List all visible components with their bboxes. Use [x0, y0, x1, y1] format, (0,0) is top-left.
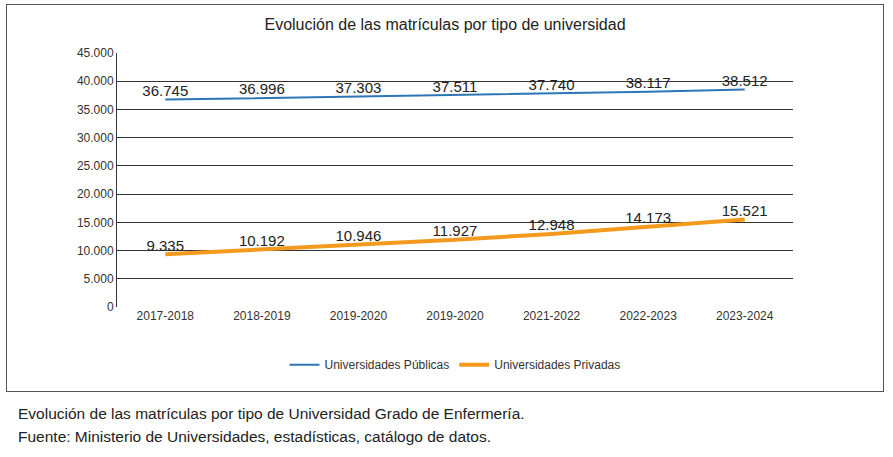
svg-text:15.000: 15.000 [77, 216, 114, 230]
svg-text:37.740: 37.740 [529, 76, 575, 93]
svg-text:9.335: 9.335 [147, 237, 185, 254]
svg-text:5.000: 5.000 [84, 272, 114, 286]
svg-text:38.512: 38.512 [722, 72, 768, 89]
svg-text:37.303: 37.303 [335, 79, 381, 96]
svg-text:45.000: 45.000 [77, 46, 114, 60]
svg-text:38.117: 38.117 [626, 74, 671, 91]
svg-text:30.000: 30.000 [77, 131, 114, 145]
svg-text:36.996: 36.996 [239, 80, 285, 97]
svg-text:25.000: 25.000 [77, 159, 114, 173]
svg-text:14.173: 14.173 [625, 209, 671, 226]
svg-text:0: 0 [107, 300, 114, 314]
svg-text:20.000: 20.000 [77, 187, 114, 201]
svg-text:2022-2023: 2022-2023 [619, 309, 677, 323]
svg-text:2018-2019: 2018-2019 [233, 309, 291, 323]
svg-text:35.000: 35.000 [77, 103, 114, 117]
html-text:Evolución de las matrículas po: Evolución de las matrículas por tipo de … [18, 405, 525, 422]
svg-text:2019-2020: 2019-2020 [426, 309, 484, 323]
svg-text:2023-2024: 2023-2024 [716, 309, 774, 323]
svg-text:12.948: 12.948 [529, 216, 575, 233]
svg-text:15.521: 15.521 [722, 202, 768, 219]
svg-text:37.511: 37.511 [433, 78, 478, 95]
svg-text:2017-2018: 2017-2018 [137, 309, 195, 323]
svg-text:10.946: 10.946 [335, 227, 381, 244]
svg-text:2021-2022: 2021-2022 [523, 309, 581, 323]
svg-text:40.000: 40.000 [77, 74, 114, 88]
svg-text:10.192: 10.192 [239, 232, 285, 249]
svg-text:36.745: 36.745 [142, 82, 188, 99]
svg-text:Evolución de las matrículas po: Evolución de las matrículas por tipo de … [264, 16, 625, 33]
svg-text:11.927: 11.927 [433, 222, 478, 239]
svg-text:10.000: 10.000 [77, 244, 114, 258]
html-text:Fuente: Ministerio de Universi: Fuente: Ministerio de Universidades, est… [18, 428, 491, 445]
svg-text:2019-2020: 2019-2020 [330, 309, 388, 323]
svg-text:Universidades Privadas: Universidades Privadas [494, 358, 620, 372]
svg-text:Universidades Públicas: Universidades Públicas [325, 358, 450, 372]
